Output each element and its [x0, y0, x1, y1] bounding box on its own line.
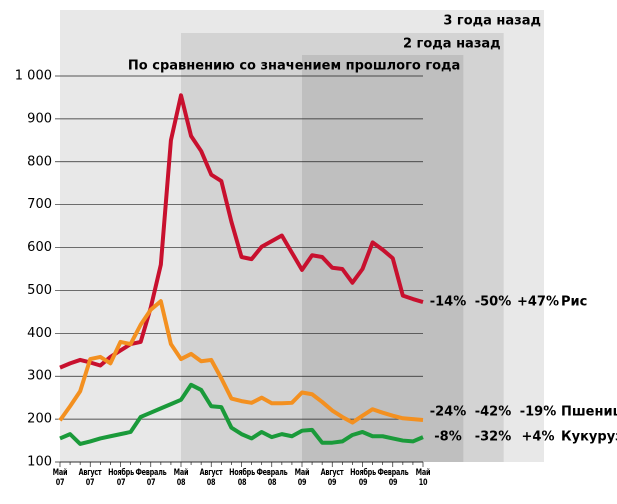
x-tick-label: Ноябрь 08: [228, 468, 255, 488]
change-label: -19%: [520, 405, 557, 420]
x-tick-label: Февраль 09: [377, 468, 409, 488]
y-tick-label: 1 000: [15, 69, 52, 84]
series-label: Кукуруза: [561, 430, 617, 445]
y-tick-label: 300: [27, 369, 52, 384]
x-tick-label: Май 07: [52, 468, 68, 488]
line-series: [58, 299, 424, 425]
line-series: [59, 382, 424, 446]
y-tick-label: 600: [27, 240, 52, 255]
series-label: Пшеница: [561, 405, 617, 420]
y-tick-label: 500: [27, 283, 52, 298]
x-tick-label: Май 08: [173, 468, 189, 488]
x-tick-label: Август 07: [78, 468, 102, 488]
y-tick-label: 800: [27, 154, 52, 169]
line-series: [59, 93, 424, 370]
x-tick-label: Май 09: [294, 468, 310, 488]
x-tick-label: Ноябрь 09: [349, 468, 376, 488]
change-label: -42%: [475, 405, 512, 420]
x-tick-label: Февраль 07: [135, 468, 167, 488]
x-tick-label: Май 10: [415, 468, 431, 488]
y-tick-label: 900: [27, 111, 52, 126]
change-label: -50%: [475, 295, 512, 310]
region-label: 2 года назад: [403, 37, 501, 52]
x-tick-label: Август 08: [199, 468, 223, 488]
y-tick-label: 100: [27, 455, 52, 470]
change-label: +47%: [517, 295, 559, 310]
y-tick-label: 200: [27, 412, 52, 427]
y-tick-label: 400: [27, 326, 52, 341]
change-label: -24%: [430, 405, 467, 420]
change-label: -8%: [434, 430, 461, 445]
region-label: По сравнению со значением прошлого года: [128, 59, 460, 74]
x-tick-label: Август 09: [320, 468, 344, 488]
change-label: -14%: [430, 295, 467, 310]
change-label: -32%: [475, 430, 512, 445]
x-tick-label: Ноябрь 07: [107, 468, 134, 488]
change-label: +4%: [522, 430, 555, 445]
region-label: 3 года назад: [443, 14, 541, 29]
y-tick-label: 700: [27, 197, 52, 212]
series-label: Рис: [561, 295, 587, 310]
x-tick-label: Февраль 08: [256, 468, 288, 488]
region: [302, 55, 464, 462]
